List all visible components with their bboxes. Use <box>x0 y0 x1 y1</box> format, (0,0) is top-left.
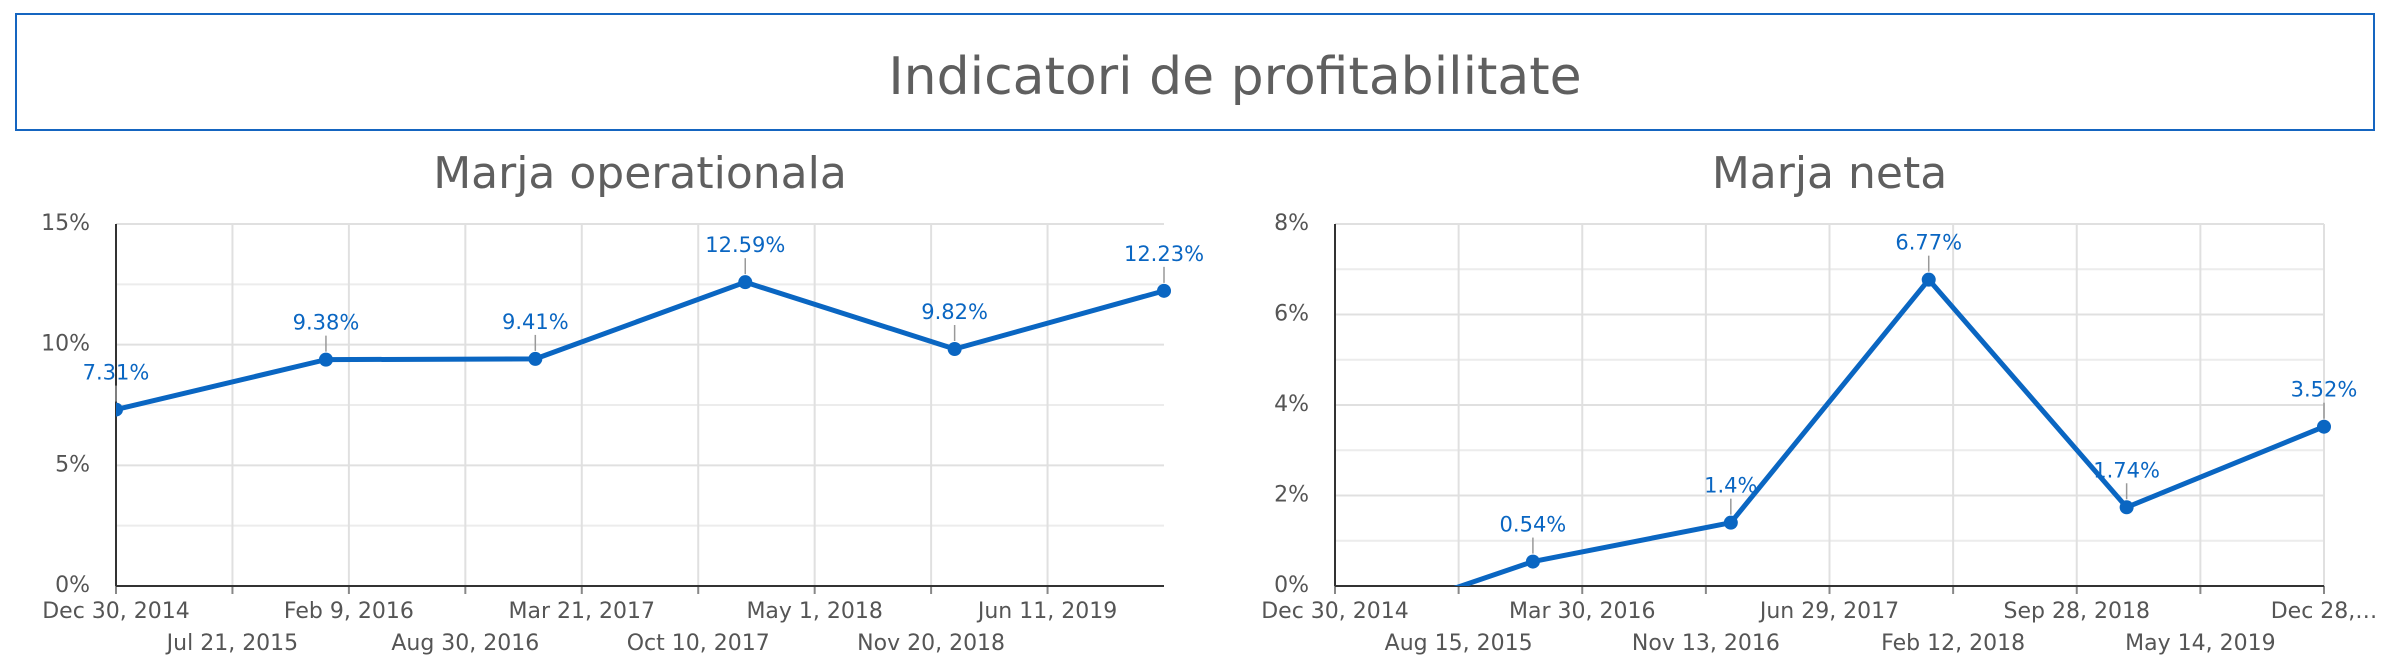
point <box>1723 515 1738 530</box>
x-tick-label: Aug 15, 2015 <box>1385 631 1533 656</box>
y-tick-label: 10% <box>41 332 90 357</box>
x-tick-label: Feb 12, 2018 <box>1881 631 2025 656</box>
y-tick-label: 6% <box>1274 302 1309 327</box>
data-label: 12.59% <box>705 233 785 257</box>
point <box>1328 622 1342 636</box>
x-tick-label: Jun 11, 2019 <box>976 599 1117 624</box>
point <box>528 351 543 366</box>
x-tick-label: Jul 21, 2015 <box>165 631 299 656</box>
point <box>947 342 962 357</box>
y-tick-label: 2% <box>1274 483 1309 508</box>
data-label: 9.41% <box>502 310 569 334</box>
y-tick-label: 15% <box>41 211 90 236</box>
point <box>116 402 123 417</box>
x-tick-label: Dec 28,… <box>2271 599 2378 624</box>
data-label: 0.54% <box>1500 513 1567 537</box>
point <box>2119 500 2134 515</box>
data-label: 1.4% <box>1704 474 1757 498</box>
data-label: 9.82% <box>921 300 988 324</box>
x-tick-label: Feb 9, 2016 <box>284 599 414 624</box>
y-tick-label: 5% <box>55 452 90 477</box>
point <box>1921 272 1936 287</box>
line <box>116 279 1165 413</box>
x-tick-label: Mar 30, 2016 <box>1509 599 1655 624</box>
x-tick-label: Dec 30, 2014 <box>1261 599 1409 624</box>
chart-title: Marja operationala <box>433 148 847 199</box>
y-tick-label: 4% <box>1274 392 1309 417</box>
x-tick-label: Nov 13, 2016 <box>1632 631 1780 656</box>
point <box>318 352 333 367</box>
plot-area <box>1328 272 2331 636</box>
point <box>738 275 753 290</box>
line <box>1453 277 2325 586</box>
x-tick-label: Mar 21, 2017 <box>509 599 655 624</box>
x-tick-label: May 14, 2019 <box>2125 631 2275 656</box>
y-tick-label: 0% <box>1274 573 1309 598</box>
x-tick-label: Aug 30, 2016 <box>391 631 539 656</box>
data-label: 3.52% <box>2291 378 2358 402</box>
point <box>1525 554 1540 569</box>
page-title: Indicatori de profitabilitate <box>888 47 1581 107</box>
x-tick-label: Dec 30, 2014 <box>42 599 190 624</box>
point <box>1157 283 1171 298</box>
chart-title: Marja neta <box>1712 148 1947 199</box>
x-tick-label: Sep 28, 2018 <box>2004 599 2150 624</box>
x-tick-label: Jun 29, 2017 <box>1758 599 1899 624</box>
data-label: 7.31% <box>83 361 150 385</box>
y-tick-label: 8% <box>1274 211 1309 236</box>
x-tick-label: May 1, 2018 <box>746 599 882 624</box>
plot-area <box>116 275 1171 417</box>
data-label: 6.77% <box>1895 231 1962 255</box>
y-tick-label: 0% <box>55 573 90 598</box>
x-tick-label: Nov 20, 2018 <box>857 631 1005 656</box>
x-tick-label: Oct 10, 2017 <box>627 631 770 656</box>
data-label: 1.74% <box>2093 458 2160 482</box>
title-box <box>15 13 2375 131</box>
point <box>2317 419 2331 434</box>
data-label: 9.38% <box>293 311 360 335</box>
data-label: 12.23% <box>1124 242 1204 266</box>
